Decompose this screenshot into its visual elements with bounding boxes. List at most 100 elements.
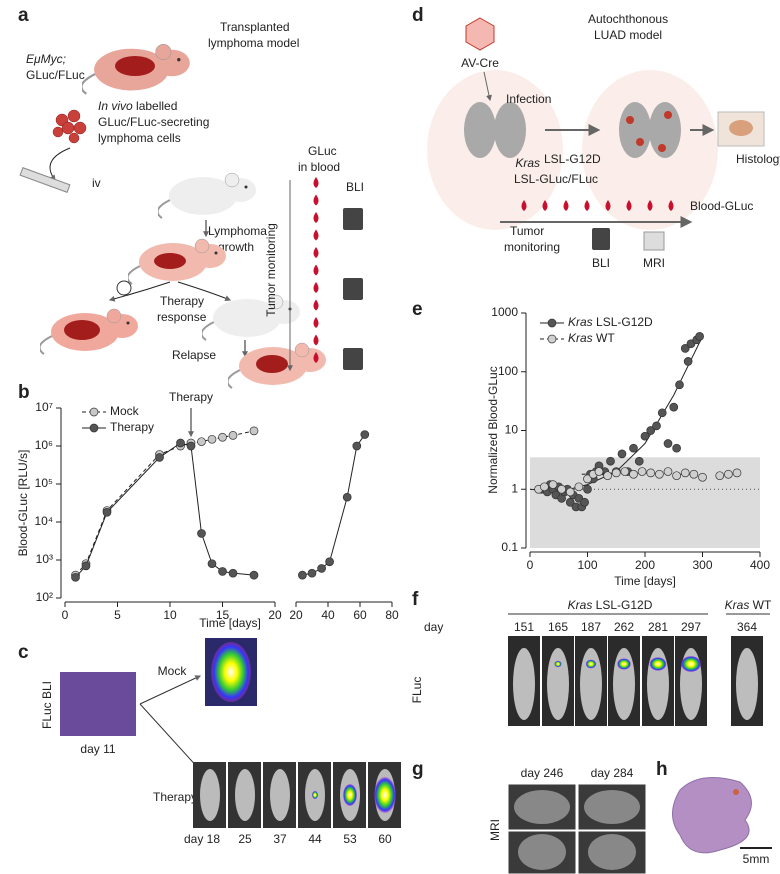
panel-label: c — [18, 642, 29, 663]
point — [646, 426, 656, 435]
point — [583, 474, 592, 484]
legend-label: Mock — [110, 404, 140, 418]
label: day 284 — [591, 766, 634, 780]
mouse — [270, 769, 290, 821]
label: In vivo labelled — [98, 99, 177, 113]
point — [634, 456, 644, 466]
point — [71, 572, 80, 582]
point — [629, 469, 638, 479]
x-axis-label: Time [days] — [199, 616, 261, 630]
point — [583, 484, 592, 494]
y-axis-label: Blood-GLuc [RLU/s] — [16, 450, 30, 557]
x-tick-label: 0 — [62, 608, 69, 622]
day-label: 25 — [238, 832, 252, 846]
day-label: 151 — [514, 620, 534, 634]
point — [574, 482, 584, 492]
point — [611, 468, 621, 478]
day-label: 165 — [548, 620, 568, 634]
mouse — [235, 769, 255, 821]
x-tick-label: 40 — [321, 608, 335, 622]
legend-marker — [89, 423, 99, 433]
y-tick-label: 10⁵ — [35, 476, 53, 490]
drop — [563, 200, 569, 211]
mouse — [200, 769, 220, 821]
point — [548, 480, 558, 489]
point — [317, 564, 326, 573]
point — [352, 441, 362, 451]
label: Kras LSL-G12D — [568, 598, 653, 612]
panel-f: f Kras LSL-G12D Kras WT day FLuc 151 165 1… — [410, 589, 772, 726]
drop — [542, 200, 548, 211]
drop — [313, 282, 319, 293]
spleen — [115, 56, 155, 76]
blood-drops — [313, 177, 319, 363]
panel-h: h 5mm — [656, 759, 772, 866]
point — [683, 357, 693, 366]
bli-device — [592, 228, 610, 250]
label: Relapse — [172, 348, 216, 362]
label: lymphoma cells — [98, 131, 181, 145]
label: Therapy — [153, 790, 197, 804]
point — [689, 469, 699, 479]
point — [207, 559, 217, 569]
drop — [313, 299, 319, 311]
point — [603, 471, 612, 481]
signal — [585, 659, 597, 669]
x-tick-label: 400 — [750, 558, 770, 572]
label: LSL-G12D — [544, 152, 601, 166]
mouse — [202, 294, 301, 341]
day-label: 44 — [308, 832, 322, 846]
legend-label: Therapy — [110, 420, 154, 434]
mouse — [427, 70, 563, 230]
point — [669, 402, 679, 412]
label: FLuc — [410, 677, 424, 704]
point — [652, 421, 661, 431]
point — [197, 529, 206, 538]
mouse — [513, 648, 535, 720]
virus — [465, 17, 495, 51]
panel-b: b 10² 10³ 10⁴ 10⁵ 10⁶ 10⁷ 0 5 10 15 20 20 40 60 80 Time… — [16, 382, 399, 630]
label: Mock — [158, 664, 188, 678]
panel-label: f — [412, 589, 419, 610]
point — [663, 439, 673, 448]
panel-label: d — [412, 5, 424, 26]
title: Transplanted — [220, 20, 290, 34]
spleen — [154, 253, 186, 269]
point — [307, 568, 317, 578]
point — [580, 497, 589, 507]
label: Tumor monitoring — [264, 223, 278, 317]
label: Therapy — [160, 294, 204, 308]
x-tick-label: 80 — [385, 608, 399, 622]
point — [540, 482, 549, 492]
label: day 11 — [80, 742, 115, 756]
signal — [617, 658, 631, 670]
chart: 10² 10³ 10⁴ 10⁵ 10⁶ 10⁷ 0 5 10 15 20 20 40 60 80 Time [… — [16, 390, 399, 630]
point — [594, 467, 604, 476]
label: GLuc/FLuc-secreting — [98, 115, 209, 129]
day-label: 364 — [737, 620, 757, 634]
point — [218, 432, 227, 442]
arrow — [177, 281, 232, 302]
x-axis-label: Time [days] — [614, 574, 676, 588]
x-tick-label: 60 — [353, 608, 367, 622]
series-line — [75, 430, 255, 576]
point — [249, 570, 259, 580]
label: growth — [218, 240, 254, 254]
y-tick-label: 100 — [498, 364, 518, 378]
label: monitoring — [504, 240, 560, 254]
y-tick-label: 10² — [36, 590, 53, 604]
signal — [343, 784, 357, 806]
label: Histology — [736, 152, 780, 166]
drop — [668, 200, 674, 211]
mouse — [158, 172, 257, 219]
day-label: day 18 — [184, 832, 220, 846]
arrow — [483, 71, 492, 102]
point — [186, 441, 196, 451]
label: day 246 — [521, 766, 564, 780]
series-line — [75, 434, 366, 578]
drop — [313, 264, 319, 276]
point — [325, 557, 334, 567]
panel-a: a Transplanted lymphoma model EμMyc; GLu… — [18, 5, 364, 389]
point — [197, 437, 206, 447]
annotation: Therapy — [169, 390, 213, 404]
